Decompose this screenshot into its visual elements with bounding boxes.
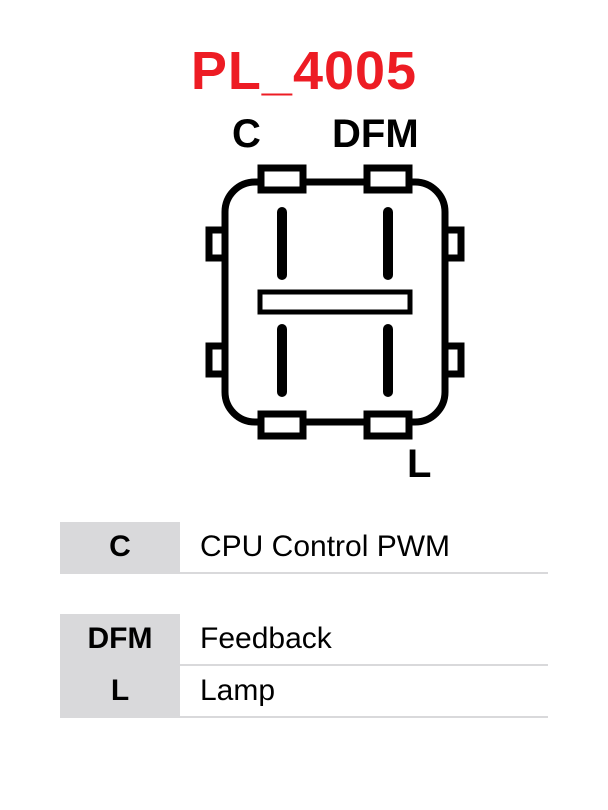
legend-key-l: L [60, 666, 180, 718]
legend-spacer [60, 594, 548, 614]
legend-val-dfm: Feedback [180, 614, 548, 666]
legend-row: L Lamp [60, 666, 548, 718]
part-number-title: PL_4005 [60, 40, 548, 102]
legend-val-c: CPU Control PWM [180, 522, 548, 574]
pin-label-c: C [232, 112, 261, 157]
legend-val-l: Lamp [180, 666, 548, 718]
connector-icon [205, 162, 465, 442]
page-container: PL_4005 C DFM L [0, 0, 608, 810]
pin-label-dfm: DFM [332, 112, 419, 157]
connector-diagram: C DFM L [60, 112, 548, 492]
legend-table: C CPU Control PWM DFM Feedback L Lamp [60, 522, 548, 718]
legend-key-c: C [60, 522, 180, 574]
legend-key-dfm: DFM [60, 614, 180, 666]
legend-row: C CPU Control PWM [60, 522, 548, 574]
pin-label-l: L [407, 442, 431, 487]
legend-row: DFM Feedback [60, 614, 548, 666]
